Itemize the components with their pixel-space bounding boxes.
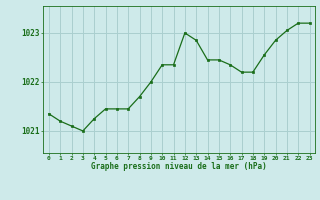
- X-axis label: Graphe pression niveau de la mer (hPa): Graphe pression niveau de la mer (hPa): [91, 162, 267, 171]
